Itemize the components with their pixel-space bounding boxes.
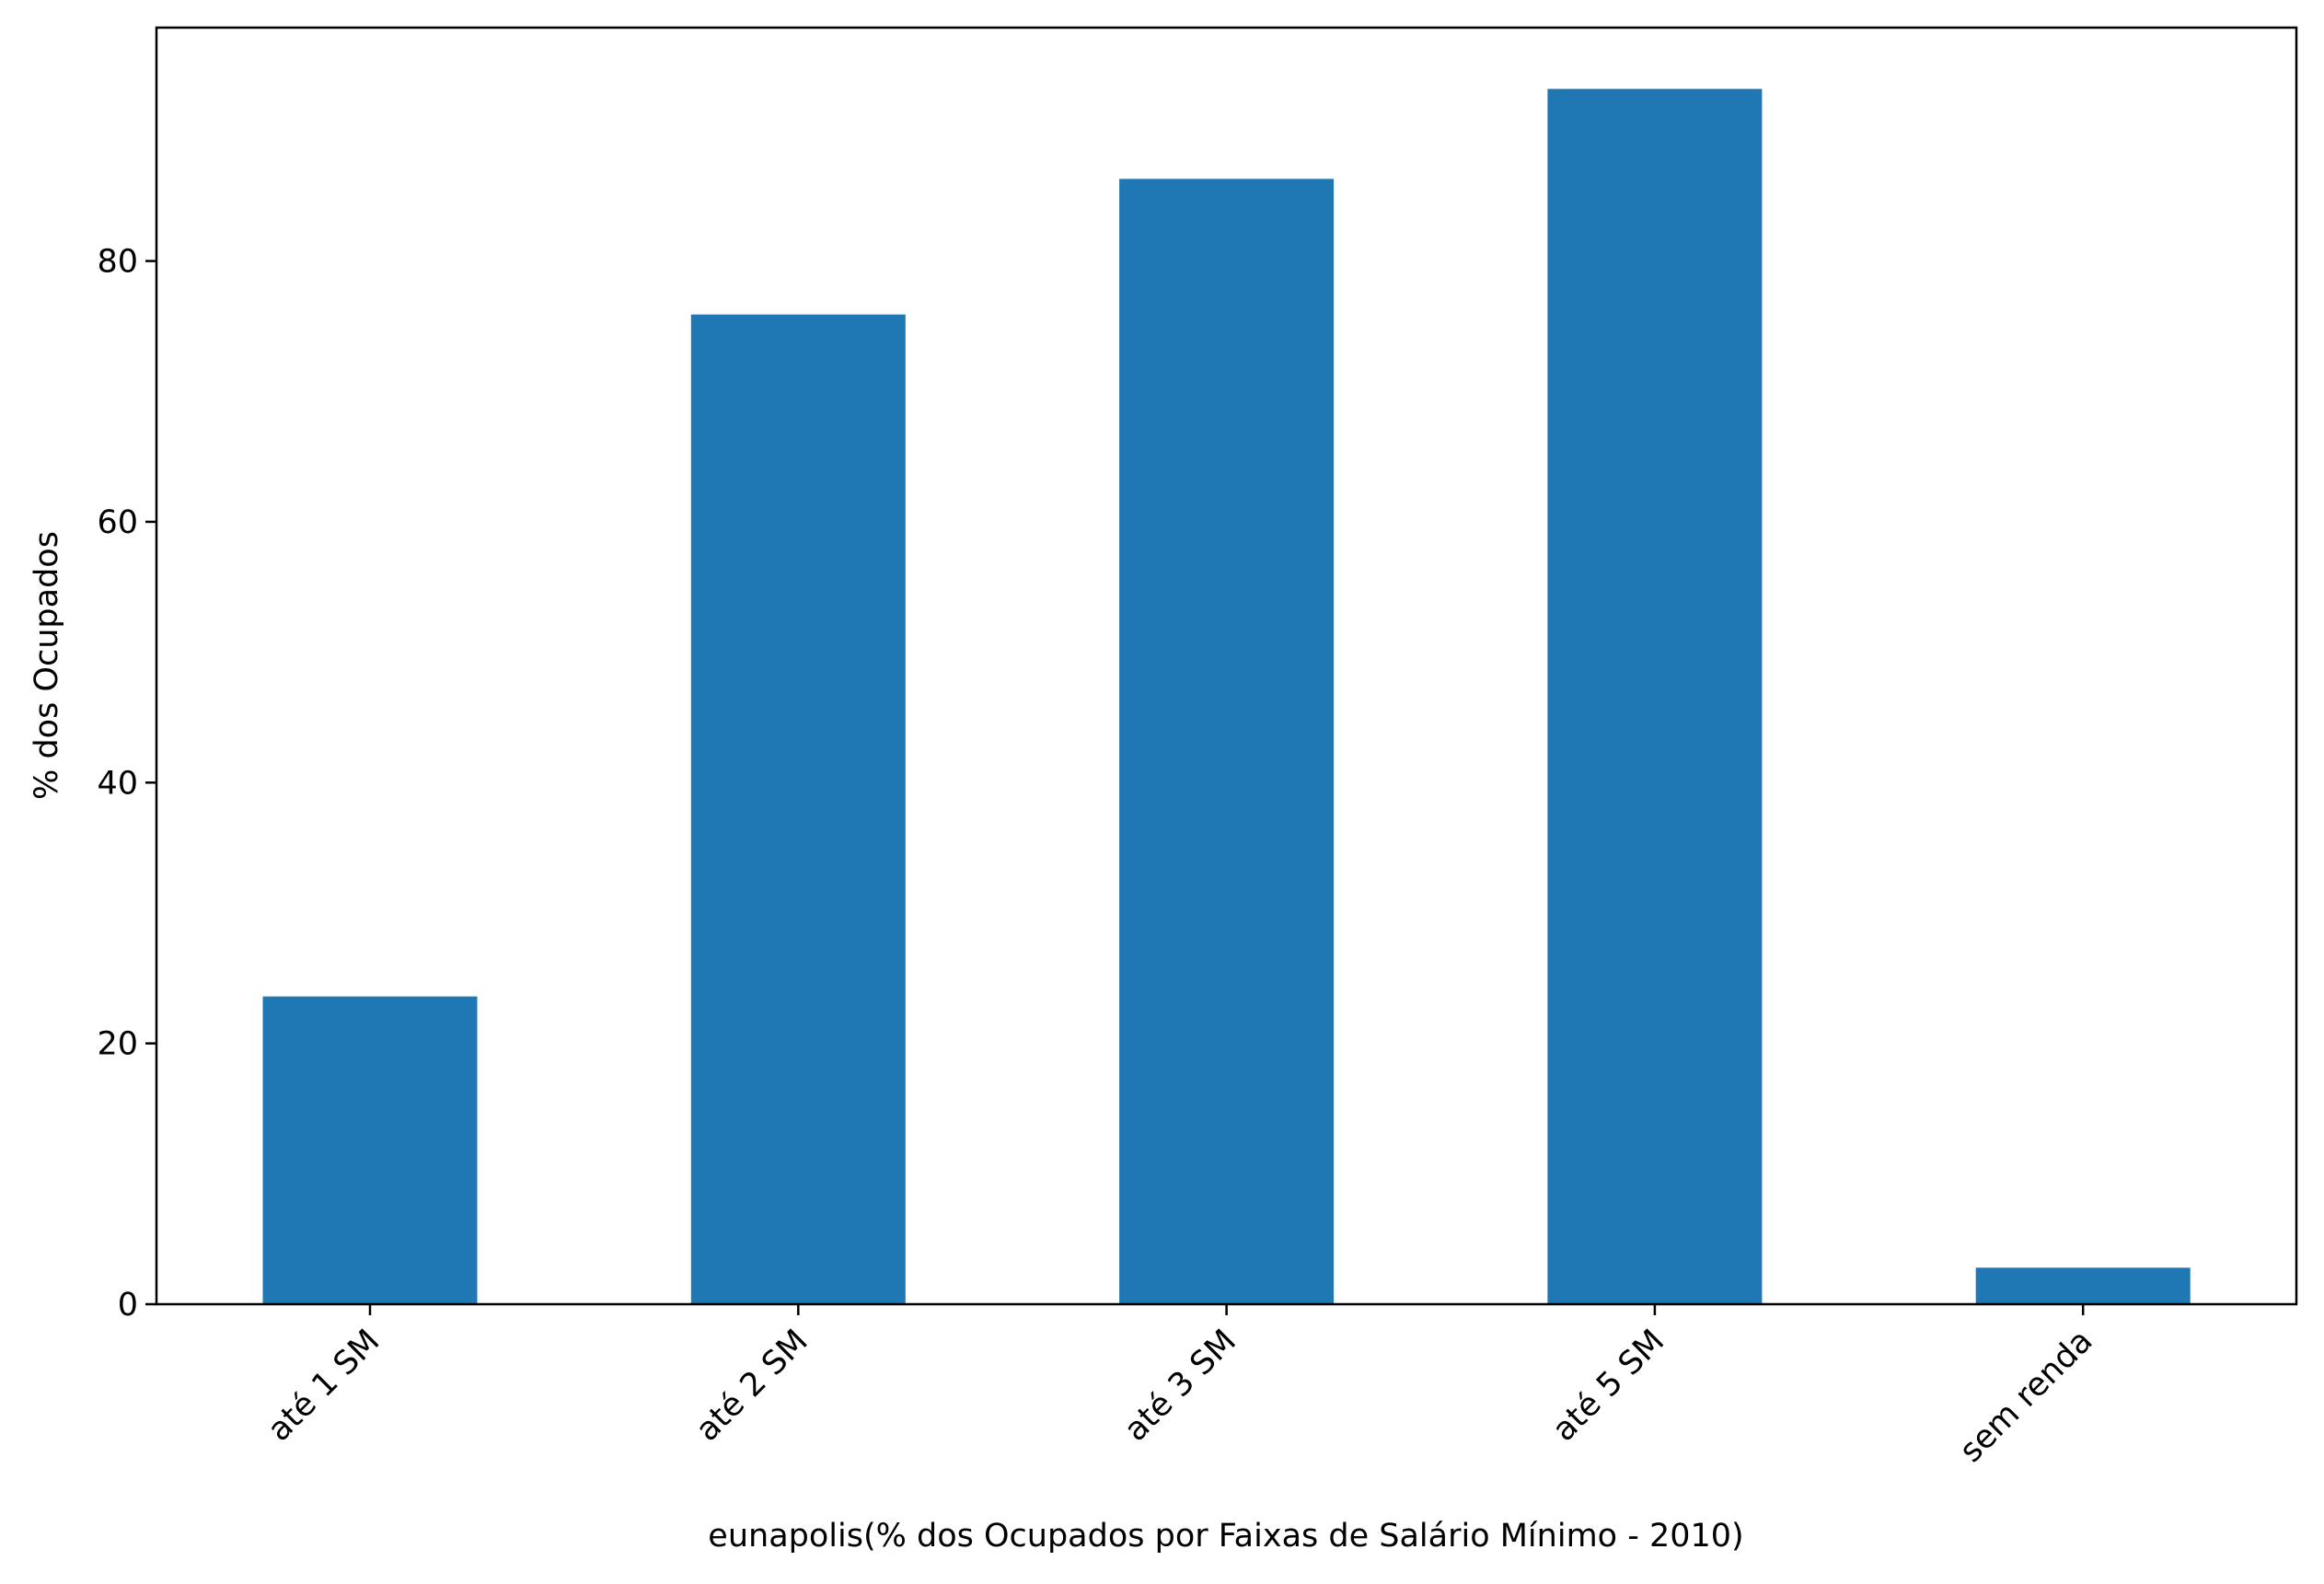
bar-2 bbox=[1119, 179, 1335, 1304]
x-tick-label: até 3 SM bbox=[1117, 1323, 1243, 1449]
y-tick-label: 40 bbox=[97, 765, 138, 802]
x-tick-label: até 5 SM bbox=[1545, 1323, 1671, 1449]
bar-1 bbox=[690, 314, 906, 1304]
x-axis-title: eunapolis(% dos Ocupados por Faixas de S… bbox=[708, 1518, 1743, 1555]
y-tick-label: 0 bbox=[118, 1287, 138, 1324]
x-axis-ticks: até 1 SM até 2 SM até 3 SM até 5 SM sem rend… bbox=[260, 1304, 2100, 1470]
y-tick-label: 20 bbox=[97, 1026, 138, 1063]
bar-4 bbox=[1975, 1267, 2191, 1304]
x-tick-label: até 2 SM bbox=[689, 1323, 815, 1449]
y-axis-title: % dos Ocupados bbox=[29, 531, 65, 800]
x-tick-label: até 1 SM bbox=[260, 1323, 387, 1449]
y-tick-label: 60 bbox=[97, 504, 138, 541]
y-tick-label: 80 bbox=[97, 244, 138, 281]
bar-0 bbox=[262, 996, 478, 1304]
x-tick-label: sem renda bbox=[1953, 1323, 2100, 1470]
bars-group bbox=[262, 88, 2191, 1305]
plot-frame bbox=[155, 26, 2298, 1306]
y-axis-ticks: 0 20 40 60 80 bbox=[97, 244, 156, 1324]
bar-3 bbox=[1547, 88, 1763, 1305]
